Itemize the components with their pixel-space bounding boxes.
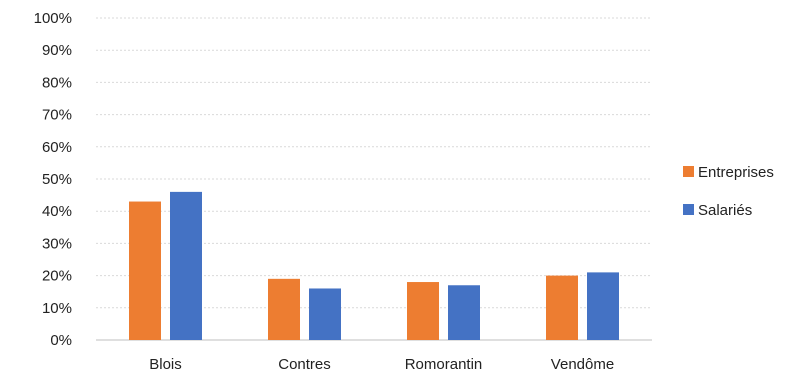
y-tick-label: 40% xyxy=(42,203,72,220)
bars xyxy=(129,191,619,340)
y-tick-label: 0% xyxy=(50,332,72,349)
legend-swatch xyxy=(683,166,694,177)
y-axis-tick-labels: 0% 10% 20% 30% 40% 50% 60% 70% 80% 90% 100% xyxy=(34,10,72,349)
x-tick-label: Romorantin xyxy=(405,356,483,373)
bar-entreprises-romorantin xyxy=(407,282,439,340)
y-tick-label: 100% xyxy=(34,10,72,27)
x-axis-tick-labels: Blois Contres Romorantin Vendôme xyxy=(149,356,614,373)
x-tick-label: Vendôme xyxy=(551,356,614,373)
bar-entreprises-blois xyxy=(129,201,161,340)
bar-entreprises-vendôme xyxy=(546,275,578,340)
y-tick-label: 60% xyxy=(42,139,72,156)
bar-salariés-contres xyxy=(309,288,341,340)
y-tick-label: 50% xyxy=(42,171,72,188)
y-tick-label: 10% xyxy=(42,300,72,317)
x-tick-label: Contres xyxy=(278,356,331,373)
y-tick-label: 80% xyxy=(42,74,72,91)
x-tick-label: Blois xyxy=(149,356,182,373)
legend-swatch xyxy=(683,204,694,215)
bar-salariés-romorantin xyxy=(448,285,480,340)
y-tick-label: 70% xyxy=(42,107,72,124)
y-tick-label: 90% xyxy=(42,42,72,59)
legend-label: Entreprises xyxy=(698,164,774,181)
bar-salariés-blois xyxy=(170,191,202,340)
legend: Entreprises Salariés xyxy=(683,164,774,219)
y-tick-label: 30% xyxy=(42,235,72,252)
bar-entreprises-contres xyxy=(268,278,300,340)
legend-label: Salariés xyxy=(698,202,752,219)
y-tick-label: 20% xyxy=(42,268,72,285)
bar-salariés-vendôme xyxy=(587,272,619,340)
